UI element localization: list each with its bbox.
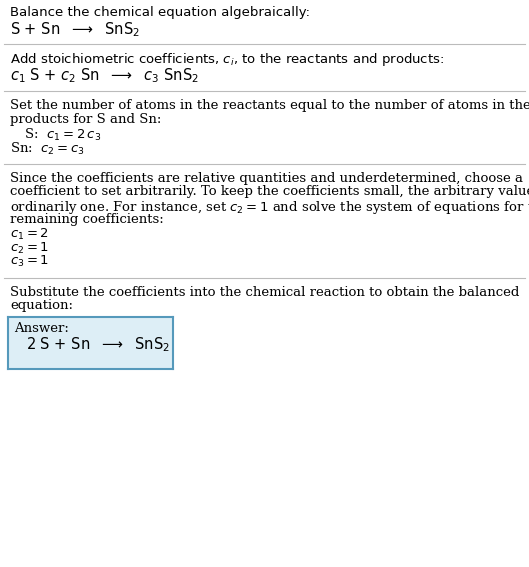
- Text: S + Sn  $\longrightarrow$  SnS$_2$: S + Sn $\longrightarrow$ SnS$_2$: [10, 20, 140, 39]
- Text: Since the coefficients are relative quantities and underdetermined, choose a: Since the coefficients are relative quan…: [10, 172, 523, 185]
- Text: Balance the chemical equation algebraically:: Balance the chemical equation algebraica…: [10, 6, 310, 19]
- Text: $c_1$ S + $c_2$ Sn  $\longrightarrow$  $c_3$ SnS$_2$: $c_1$ S + $c_2$ Sn $\longrightarrow$ $c_…: [10, 66, 199, 84]
- Text: coefficient to set arbitrarily. To keep the coefficients small, the arbitrary va: coefficient to set arbitrarily. To keep …: [10, 185, 529, 198]
- Text: 2 S + Sn  $\longrightarrow$  SnS$_2$: 2 S + Sn $\longrightarrow$ SnS$_2$: [26, 336, 170, 354]
- Text: Substitute the coefficients into the chemical reaction to obtain the balanced: Substitute the coefficients into the che…: [10, 286, 519, 298]
- Text: products for S and Sn:: products for S and Sn:: [10, 112, 161, 125]
- Text: remaining coefficients:: remaining coefficients:: [10, 213, 164, 226]
- Text: S:  $c_1 = 2\,c_3$: S: $c_1 = 2\,c_3$: [16, 127, 101, 143]
- Text: $c_1 = 2$: $c_1 = 2$: [10, 227, 49, 242]
- Text: ordinarily one. For instance, set $c_2 = 1$ and solve the system of equations fo: ordinarily one. For instance, set $c_2 =…: [10, 199, 529, 216]
- Text: equation:: equation:: [10, 299, 73, 312]
- Text: Sn:  $c_2 = c_3$: Sn: $c_2 = c_3$: [10, 141, 85, 156]
- Text: Set the number of atoms in the reactants equal to the number of atoms in the: Set the number of atoms in the reactants…: [10, 99, 529, 112]
- Text: $c_3 = 1$: $c_3 = 1$: [10, 254, 49, 269]
- Text: $c_2 = 1$: $c_2 = 1$: [10, 240, 49, 256]
- Text: Add stoichiometric coefficients, $c_i$, to the reactants and products:: Add stoichiometric coefficients, $c_i$, …: [10, 52, 444, 69]
- Text: Answer:: Answer:: [14, 321, 69, 335]
